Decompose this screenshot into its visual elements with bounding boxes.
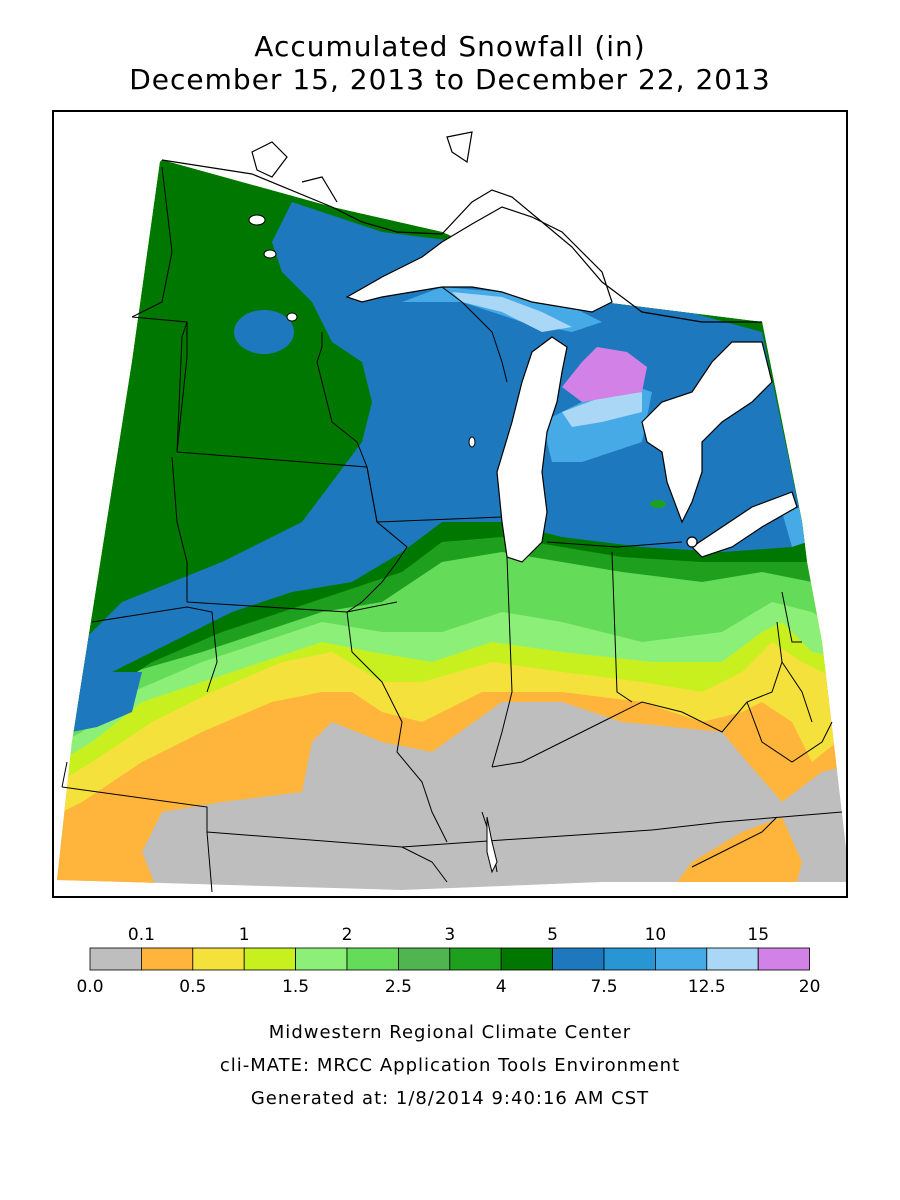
legend-upper-label: 2 bbox=[342, 925, 353, 945]
legend-upper-label: 0.1 bbox=[128, 925, 155, 945]
legend-swatch bbox=[295, 947, 348, 971]
legend-swatch bbox=[192, 947, 245, 971]
legend-lower-label: 7.5 bbox=[590, 977, 617, 997]
legend-upper-label: 1 bbox=[239, 925, 250, 945]
legend-lower-label: 1.5 bbox=[282, 977, 309, 997]
legend-lower-label: 0.5 bbox=[179, 977, 206, 997]
zone-purple bbox=[562, 347, 647, 402]
legend-lower-label: 12.5 bbox=[688, 977, 726, 997]
legend-swatch bbox=[140, 947, 194, 971]
legend-lower-label: 0.0 bbox=[76, 977, 103, 997]
zone-pale-blue-up bbox=[452, 292, 572, 332]
footer-generated-at: Generated at: 1/8/2014 9:40:16 AM CST bbox=[250, 1088, 650, 1109]
legend-swatch bbox=[346, 947, 399, 971]
legend-swatch bbox=[603, 947, 656, 971]
legend-swatch bbox=[706, 947, 759, 971]
legend-swatch bbox=[397, 947, 451, 971]
footer-center-name: Midwestern Regional Climate Center bbox=[268, 1022, 632, 1043]
footer-tool-name: cli-MATE: MRCC Application Tools Environ… bbox=[219, 1055, 681, 1076]
legend-upper-label: 15 bbox=[747, 925, 769, 945]
legend-lower-label: 4 bbox=[496, 977, 507, 997]
lake-superior bbox=[345, 206, 613, 313]
legend-swatch bbox=[243, 947, 296, 971]
legend-swatch bbox=[89, 947, 142, 971]
lake-erie bbox=[691, 491, 798, 558]
legend-upper-label: 10 bbox=[645, 925, 667, 945]
canada-outline bbox=[161, 131, 762, 323]
zone-light-blue-east bbox=[782, 507, 807, 547]
snowfall-map bbox=[57, 131, 846, 893]
lake-st-clair bbox=[686, 536, 698, 548]
map-frame bbox=[52, 110, 848, 898]
zone-blue bbox=[72, 202, 802, 702]
legend-lower-label: 2.5 bbox=[385, 977, 412, 997]
lake-michigan bbox=[496, 336, 568, 563]
legend-upper-label: 5 bbox=[547, 925, 558, 945]
legend-swatch bbox=[757, 947, 811, 971]
legend-swatch bbox=[500, 947, 554, 971]
legend-colorbar: 0.1 1 2 3 5 10 15 0.0 0.5 1.5 2.5 4 7.5 12.5 20 bbox=[76, 925, 821, 997]
zone-pale-blue bbox=[562, 392, 642, 427]
zone-orange-east bbox=[662, 817, 802, 890]
legend-swatch bbox=[449, 947, 502, 971]
legend-swatch bbox=[552, 947, 605, 971]
lake-huron bbox=[641, 341, 773, 524]
zone-blue-mn-pocket bbox=[234, 310, 294, 354]
map-date-range: December 15, 2013 to December 22, 2013 bbox=[129, 63, 771, 96]
zone-blue-west bbox=[72, 672, 142, 732]
great-lakes bbox=[345, 206, 798, 563]
legend-swatch bbox=[655, 947, 708, 971]
legend-upper-label: 3 bbox=[444, 925, 455, 945]
state-boundaries bbox=[61, 166, 843, 893]
map-title: Accumulated Snowfall (in) bbox=[254, 30, 646, 63]
saginaw-spot bbox=[650, 500, 666, 508]
legend-lower-label: 20 bbox=[799, 977, 821, 997]
inland-lakes bbox=[248, 214, 498, 874]
